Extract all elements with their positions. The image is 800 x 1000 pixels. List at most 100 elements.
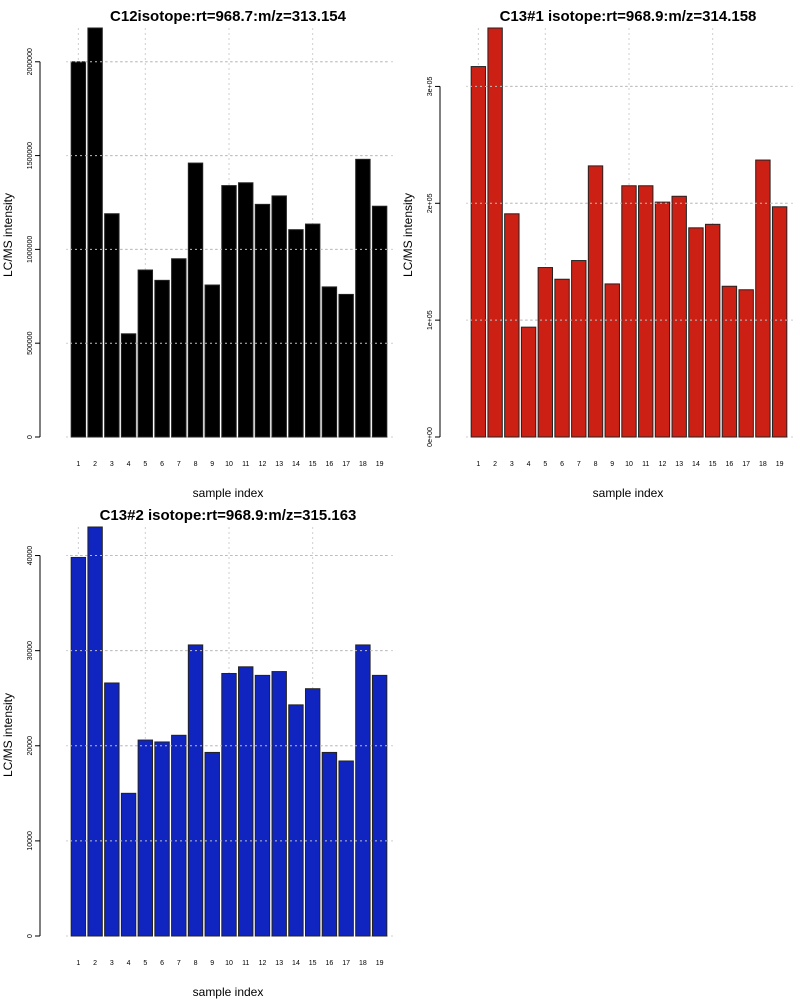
- bar: [271, 671, 287, 937]
- x-tick-label: 3: [110, 960, 114, 967]
- panel-c13-1-isotope: C13#1 isotope:rt=968.9:m/z=314.158 sampl…: [401, 8, 796, 500]
- chart-title: C13#2 isotope:rt=968.9:m/z=315.163: [100, 507, 357, 524]
- x-tick-label: 15: [309, 461, 317, 468]
- bar: [671, 195, 687, 438]
- x-tick-label: 11: [642, 461, 649, 468]
- bar: [238, 666, 254, 937]
- x-tick-label: 6: [560, 461, 564, 468]
- x-tick-label: 6: [160, 461, 164, 468]
- bar: [120, 333, 137, 438]
- x-tick-label: 10: [225, 461, 233, 468]
- y-axis: 0 500000 1000000 1500000 2000000: [27, 48, 41, 439]
- bar: [154, 741, 170, 937]
- y-axis: 0e+00 1e+05 2e+05 3e+05: [427, 76, 441, 447]
- bar: [688, 227, 704, 438]
- x-tick-label: 15: [309, 960, 317, 967]
- x-tick-label: 17: [342, 960, 350, 967]
- x-tick-label: 10: [625, 461, 633, 468]
- y-axis: 0 10000 20000 30000 40000: [27, 546, 41, 938]
- x-tick-label: 4: [127, 960, 131, 967]
- bar: [238, 182, 254, 438]
- x-tick-label: 16: [726, 461, 734, 468]
- x-tick-labels: 1 2 3 4 5 6 7 8 9 10 11 12 13 14 15 16 17 18 19: [76, 461, 383, 468]
- panel-c12-isotope: C12isotope:rt=968.7:m/z=313.154 sample i…: [1, 8, 396, 500]
- x-tick-label: 13: [675, 461, 683, 468]
- x-tick-label: 15: [709, 461, 717, 468]
- x-tick-label: 16: [326, 461, 334, 468]
- x-tick-label: 7: [177, 461, 181, 468]
- bar: [104, 213, 120, 438]
- bar: [638, 185, 654, 438]
- bar-series: [70, 526, 388, 937]
- x-tick-label: 18: [359, 461, 367, 468]
- bar: [604, 283, 620, 438]
- x-tick-label: 5: [143, 461, 147, 468]
- x-tick-label: 5: [543, 461, 547, 468]
- bar: [87, 526, 103, 937]
- x-tick-label: 14: [692, 461, 700, 468]
- y-axis-label: LC/MS intensity: [401, 193, 415, 277]
- chart-title: C13#1 isotope:rt=968.9:m/z=314.158: [500, 8, 757, 25]
- x-tick-label: 3: [510, 461, 514, 468]
- bar: [487, 27, 503, 438]
- bar: [137, 739, 154, 937]
- x-tick-label: 4: [527, 461, 531, 468]
- x-tick-label: 19: [376, 461, 384, 468]
- bar: [104, 682, 120, 937]
- x-tick-label: 18: [359, 960, 367, 967]
- x-tick-label: 9: [210, 461, 214, 468]
- bar: [204, 284, 220, 438]
- bar: [520, 326, 537, 438]
- y-tick-label: 1000000: [27, 236, 34, 263]
- bar: [254, 203, 271, 438]
- x-tick-label: 19: [376, 960, 384, 967]
- bar: [271, 195, 287, 438]
- bar: [355, 158, 371, 438]
- bar: [321, 286, 338, 438]
- bar: [70, 556, 87, 937]
- chart-title: C12isotope:rt=968.7:m/z=313.154: [110, 8, 347, 25]
- x-tick-label: 8: [194, 461, 198, 468]
- bar: [187, 162, 204, 438]
- bar: [171, 258, 187, 438]
- bar: [288, 704, 304, 937]
- y-tick-label: 1500000: [27, 142, 34, 169]
- x-tick-label: 6: [160, 960, 164, 967]
- x-tick-label: 12: [259, 461, 267, 468]
- x-tick-label: 12: [259, 960, 267, 967]
- x-tick-label: 7: [177, 960, 181, 967]
- bar: [355, 644, 371, 937]
- x-tick-label: 16: [326, 960, 334, 967]
- y-tick-label: 2e+05: [427, 193, 434, 213]
- x-tick-label: 10: [225, 960, 233, 967]
- x-tick-label: 19: [776, 461, 784, 468]
- bar: [621, 185, 637, 438]
- x-axis-label: sample index: [193, 985, 264, 999]
- x-tick-label: 7: [577, 461, 581, 468]
- bar: [371, 674, 388, 937]
- bar: [338, 760, 354, 937]
- bar: [171, 734, 187, 937]
- bar: [504, 213, 520, 438]
- x-tick-label: 2: [93, 960, 97, 967]
- x-tick-label: 5: [143, 960, 147, 967]
- y-tick-label: 0e+00: [427, 427, 434, 447]
- bar: [70, 61, 87, 438]
- x-tick-labels: 1 2 3 4 5 6 7 8 9 10 11 12 13 14 15 16 17 18 19: [76, 960, 383, 967]
- bar: [537, 267, 554, 438]
- bar: [554, 278, 570, 438]
- panel-c13-2-isotope: C13#2 isotope:rt=968.9:m/z=315.163 sampl…: [1, 507, 396, 999]
- x-tick-label: 1: [76, 960, 80, 967]
- bar: [137, 269, 154, 438]
- x-tick-label: 17: [342, 461, 350, 468]
- y-axis-label: LC/MS intensity: [1, 193, 15, 277]
- bar: [654, 201, 671, 438]
- x-tick-label: 11: [242, 461, 249, 468]
- bar: [338, 293, 354, 438]
- bar: [288, 229, 304, 438]
- y-tick-label: 3e+05: [427, 76, 434, 96]
- x-tick-label: 13: [275, 461, 283, 468]
- x-tick-label: 14: [292, 461, 300, 468]
- x-tick-label: 1: [76, 461, 80, 468]
